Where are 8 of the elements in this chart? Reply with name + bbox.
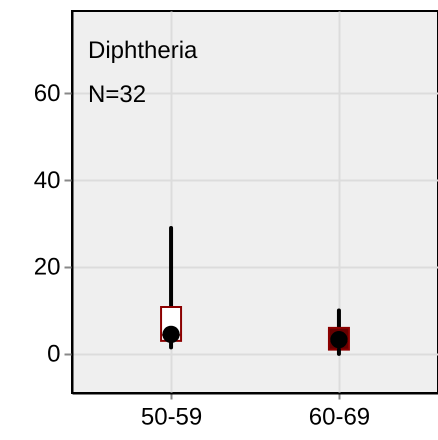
y-tick-label: 40 <box>34 166 60 194</box>
annotation: N=32 <box>88 81 146 108</box>
x-tick-label: 60-69 <box>308 404 370 430</box>
y-tick-label: 20 <box>34 254 60 281</box>
annotation: Diphtheria <box>88 37 198 64</box>
y-tick-label: 60 <box>34 80 60 107</box>
x-tick-label: 50-59 <box>140 404 202 430</box>
y-tick-label: 0 <box>47 340 60 368</box>
